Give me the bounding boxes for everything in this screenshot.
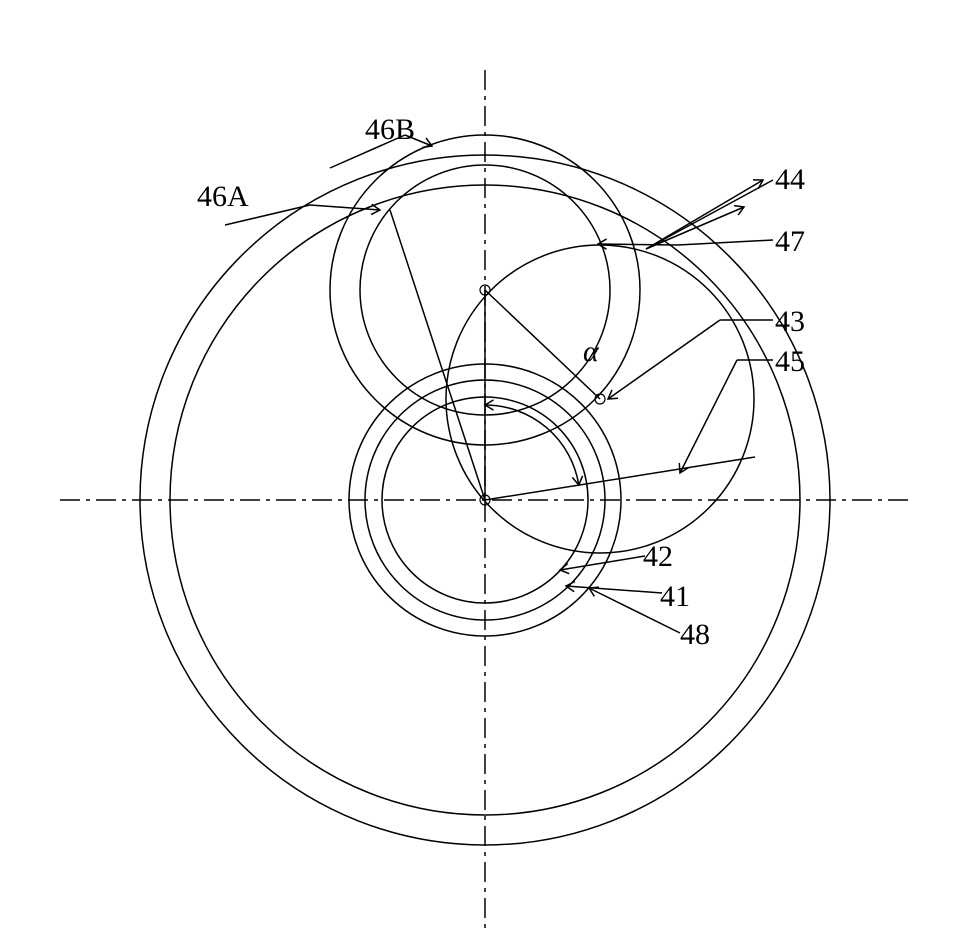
label-41: 41 <box>660 580 690 614</box>
label-44: 44 <box>775 163 805 197</box>
label-46A: 46A <box>197 180 249 214</box>
label-45: 45 <box>775 345 805 379</box>
label-47: 47 <box>775 225 805 259</box>
label-alpha: α <box>583 335 599 369</box>
label-43: 43 <box>775 305 805 339</box>
label-46B: 46B <box>365 113 415 147</box>
label-42: 42 <box>643 540 673 574</box>
diagram-container: 41 42 43 44 45 47 48 46B 46A α <box>0 0 971 938</box>
label-48: 48 <box>680 618 710 652</box>
technical-diagram <box>0 0 971 938</box>
